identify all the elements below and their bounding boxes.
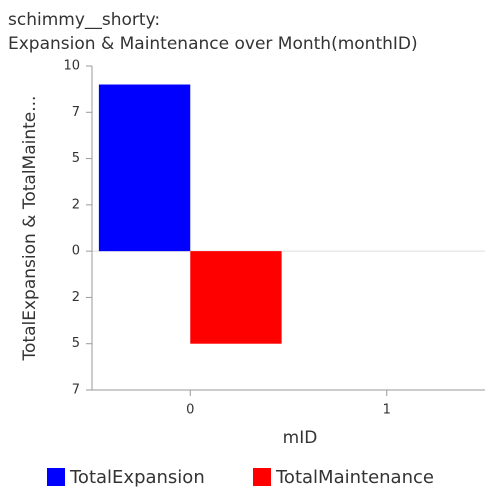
bar bbox=[98, 84, 191, 252]
y-tick-label: 7 bbox=[72, 105, 80, 120]
chart-title: schimmy__shorty: bbox=[8, 10, 160, 30]
bar bbox=[190, 251, 282, 344]
y-tick-label: 10 bbox=[63, 59, 80, 74]
y-tick-label: 2 bbox=[72, 197, 80, 212]
chart-subtitle: Expansion & Maintenance over Month(month… bbox=[8, 34, 418, 54]
legend-label: TotalExpansion bbox=[69, 467, 205, 488]
y-tick-label: 5 bbox=[72, 336, 80, 351]
y-tick-label: 0 bbox=[72, 244, 80, 259]
x-tick-label: 1 bbox=[383, 403, 391, 418]
y-tick-label: 5 bbox=[72, 151, 80, 166]
y-axis-label: TotalExpansion & TotalMainte... bbox=[20, 96, 40, 362]
legend-swatch bbox=[253, 468, 271, 486]
y-tick-label: 2 bbox=[72, 290, 80, 305]
x-tick-label: 0 bbox=[186, 403, 194, 418]
y-tick-label: 7 bbox=[72, 383, 80, 398]
x-axis-label: mID bbox=[283, 428, 318, 448]
legend-swatch bbox=[47, 468, 65, 486]
legend-label: TotalMaintenance bbox=[275, 467, 434, 488]
